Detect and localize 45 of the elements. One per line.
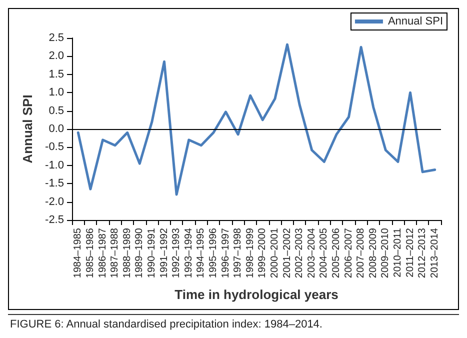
- caption: FIGURE 6: Annual standardised precipitation index: 1984–2014.: [10, 318, 322, 330]
- x-tick-label: 1993–1994: [183, 228, 194, 278]
- x-tick-label: 1995–1996: [208, 228, 219, 278]
- y-axis-title: Annual SPI: [20, 94, 35, 164]
- y-tick-label: -1.5: [45, 178, 64, 190]
- y-tick-label: 1.5: [48, 68, 64, 80]
- x-tick-label: 1994–1995: [196, 228, 207, 278]
- x-tick-label: 1989–1990: [134, 228, 146, 278]
- x-tick-label: 1999–2000: [257, 228, 268, 278]
- x-tick-label: 1985–1986: [84, 228, 96, 278]
- x-tick-label: 2007–2008: [356, 228, 367, 278]
- x-tick-label: 2006–2007: [343, 228, 354, 278]
- y-tick-label: -2.5: [45, 214, 64, 226]
- y-tick-label: 0.0: [48, 123, 64, 135]
- y-tick-label: 1.0: [48, 86, 64, 99]
- legend-label: Annual SPI: [388, 16, 444, 28]
- x-tick-label: 1987–1988: [110, 228, 121, 278]
- x-tick-label: 1997–1998: [232, 228, 244, 278]
- y-tick-label: 2.0: [48, 50, 64, 62]
- y-tick-label: 2.5: [48, 32, 64, 44]
- x-tick-label: 2009–2010: [380, 228, 392, 278]
- y-tick-label: 0.5: [48, 104, 64, 117]
- x-tick-label: 2003–2004: [306, 228, 318, 278]
- x-tick-label: 2000–2001: [269, 228, 280, 278]
- x-axis-title: Time in hydrological years: [174, 287, 338, 302]
- x-tick-label: 2010–2011: [392, 228, 404, 278]
- x-tick-label: 1998–1999: [244, 228, 256, 278]
- x-tick-label: 1992–1993: [171, 228, 182, 278]
- x-tick-label: 2004–2005: [318, 228, 330, 278]
- x-tick-label: 1988–1989: [122, 228, 133, 278]
- x-tick-label: 2002–2003: [294, 228, 306, 278]
- x-tick-label: 1986–1987: [97, 228, 108, 278]
- x-tick-label: 2005–2006: [330, 228, 342, 278]
- x-tick-label: 2011–2012: [404, 228, 416, 278]
- y-tick-label: -1.0: [45, 159, 64, 172]
- x-tick-label: 1991–1992: [158, 228, 170, 278]
- x-tick-label: 1990–1991: [146, 228, 158, 278]
- y-tick-label: -0.5: [45, 141, 64, 154]
- x-tick-label: 2008–2009: [368, 228, 379, 278]
- x-tick-label: 1984–1985: [72, 228, 84, 278]
- x-tick-label: 1996–1997: [220, 228, 232, 278]
- x-tick-label: 2012–2013: [417, 228, 428, 278]
- x-tick-label: 2001–2002: [282, 228, 293, 278]
- y-tick-label: -2.0: [45, 196, 64, 208]
- x-tick-label: 2013–2014: [429, 228, 440, 278]
